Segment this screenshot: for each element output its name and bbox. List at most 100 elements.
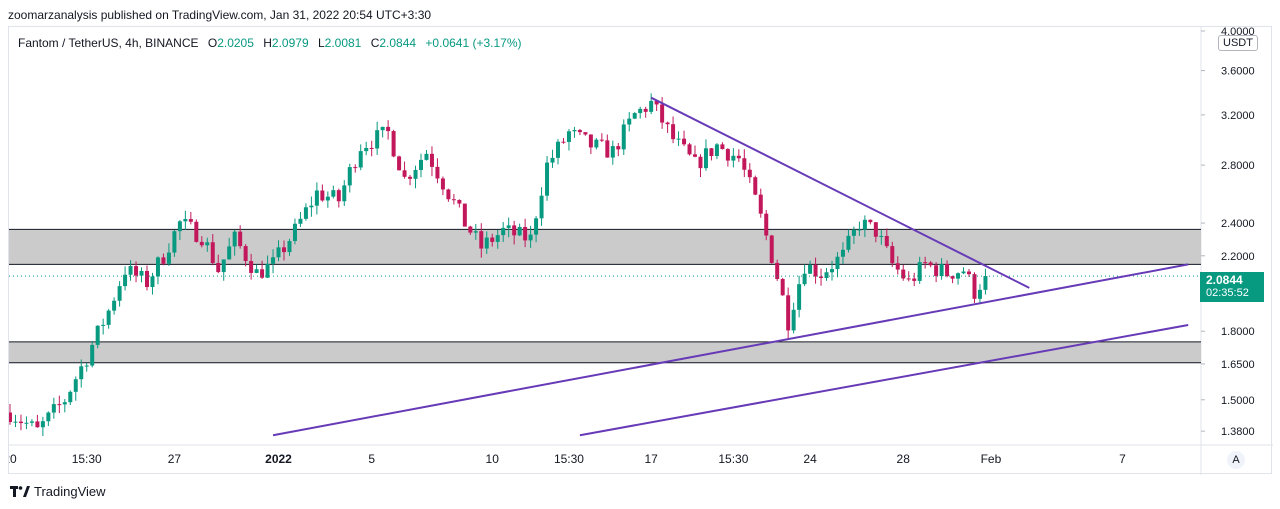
candle-body [347, 167, 352, 186]
trendline-1[interactable] [272, 263, 1189, 437]
publisher-credit: zoomarzanalysis published on TradingView… [8, 8, 432, 22]
candle-body [451, 199, 456, 201]
time-tick-label: 7 [1119, 452, 1126, 466]
candle-body [435, 166, 440, 179]
chart-pane[interactable]: 4.0000 3.6000 3.2000 2.8000 2.4000 2.2000 1.80… [8, 26, 1273, 475]
candle-body [84, 365, 89, 367]
candle-body [758, 194, 763, 214]
candle-body [753, 177, 758, 195]
candle-body [199, 241, 204, 246]
close-label: C [370, 36, 380, 50]
trendline-0[interactable] [650, 96, 1030, 289]
change-value: +0.0641 (+3.17%) [425, 36, 522, 50]
price-tick-label: 1.3800 [1221, 426, 1255, 438]
candle-body [243, 246, 248, 262]
candle-body [572, 130, 577, 132]
candle-body [413, 169, 418, 179]
candle-body [155, 257, 160, 277]
candle-body [172, 231, 177, 253]
candle-body [868, 219, 873, 223]
candle-body [9, 412, 12, 423]
candle-body [945, 264, 950, 277]
candle-body [583, 132, 588, 135]
candle-body [260, 269, 265, 278]
candle-body [90, 344, 95, 366]
candle-body [714, 144, 719, 157]
candle-body [112, 300, 117, 311]
zone-fill-0 [9, 229, 1201, 265]
time-tick-label: 15:30 [72, 452, 102, 466]
candle-body [271, 257, 276, 264]
candle-body [917, 262, 922, 281]
candle-body [840, 249, 845, 257]
candle-body [594, 139, 599, 148]
candle-body [177, 221, 182, 232]
candle-body [194, 221, 199, 242]
candle-body [68, 391, 73, 403]
price-tick-label: 4.0000 [1221, 27, 1255, 38]
candle-body [654, 100, 659, 105]
auto-scale-button[interactable]: A [1227, 451, 1245, 469]
time-tick-label: 20 [9, 452, 17, 466]
candle-body [736, 155, 741, 159]
low-value: 2.0081 [324, 36, 362, 50]
bar-countdown: 02:35:52 [1206, 287, 1249, 299]
candle-body [605, 140, 610, 158]
candle-body [314, 190, 319, 206]
candle-body [901, 269, 906, 279]
time-tick-label: 2022 [265, 452, 292, 466]
candle-body [364, 147, 369, 152]
candle-body [292, 223, 297, 241]
time-tick-label: 28 [897, 452, 911, 466]
candle-body [786, 295, 791, 331]
time-tick-label: 24 [803, 452, 817, 466]
candle-body [895, 263, 900, 270]
candle-body [386, 126, 391, 132]
candle-body [380, 126, 385, 131]
candle-body [457, 199, 462, 204]
candle-body [18, 421, 23, 424]
candle-body [188, 219, 193, 222]
candle-body [238, 231, 243, 247]
candle-body [29, 421, 34, 423]
candle-body [210, 242, 215, 264]
candle-body [797, 284, 802, 310]
candle-body [35, 421, 40, 428]
candle-body [205, 242, 210, 246]
candle-body [440, 178, 445, 190]
candle-body [161, 257, 166, 264]
time-tick-label: 17 [644, 452, 658, 466]
candle-body [145, 270, 149, 288]
candle-body [808, 264, 813, 274]
time-tick-label: 15:30 [554, 452, 584, 466]
candle-body [967, 271, 971, 275]
candle-body [325, 196, 330, 201]
candle-body [709, 148, 714, 157]
tradingview-brand: TradingView [34, 484, 106, 499]
price-axis[interactable]: 4.0000 3.6000 3.2000 2.8000 2.4000 2.2000 1.80… [1201, 27, 1255, 438]
candle-body [764, 213, 769, 236]
currency-button[interactable]: USDT [1218, 35, 1258, 51]
candle-body [117, 286, 122, 301]
candle-body [166, 252, 171, 264]
tradingview-logo[interactable]: TradingView [10, 484, 106, 499]
trendlines[interactable] [9, 96, 1201, 437]
price-chart[interactable]: 4.0000 3.6000 3.2000 2.8000 2.4000 2.2000 1.80… [9, 27, 1273, 475]
candle-body [846, 235, 851, 250]
candle-body [638, 108, 643, 114]
candle-body [73, 379, 78, 392]
candle-body [342, 185, 347, 202]
candle-body [473, 231, 478, 233]
symbol-name: Fantom / TetherUS, 4h, BINANCE [18, 36, 199, 50]
candle-body [972, 274, 977, 299]
candle-body [227, 246, 232, 260]
candle-body [599, 139, 604, 141]
candle-body [747, 169, 752, 178]
candle-body [775, 262, 780, 280]
time-axis[interactable]: 20 15:30 27 2022 5 10 15:30 17 15:30 24 28 Feb 7 [9, 452, 1126, 466]
trendline-2[interactable] [579, 324, 1189, 437]
candle-body [336, 190, 341, 202]
candle-body [977, 289, 982, 299]
last-price: 2.0844 [1206, 273, 1243, 287]
candle-body [950, 276, 955, 279]
